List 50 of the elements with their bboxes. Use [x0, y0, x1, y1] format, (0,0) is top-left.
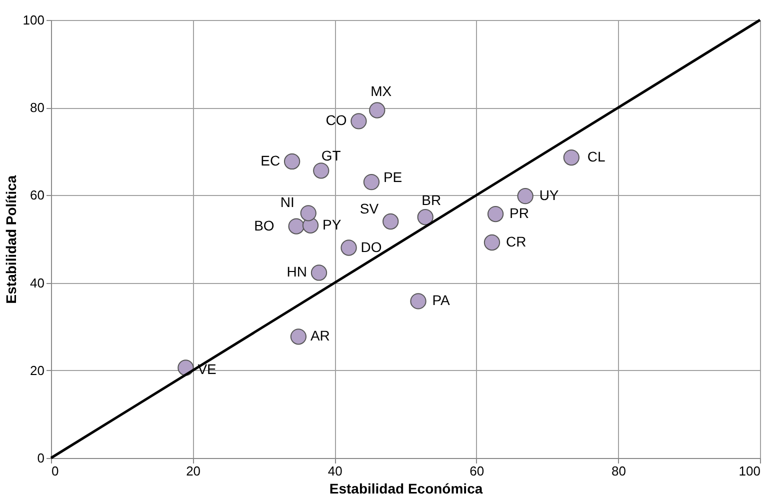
y-tick-label: 40: [30, 275, 44, 290]
y-tick-label: 80: [30, 100, 44, 116]
point: [284, 153, 300, 170]
point: [369, 102, 386, 118]
point: [340, 240, 357, 256]
point: [563, 149, 580, 166]
point: [350, 113, 367, 130]
annotation: CR: [506, 234, 526, 250]
y-tick-label: 0: [37, 450, 44, 466]
point: [313, 162, 330, 179]
annotation: GT: [321, 148, 342, 164]
annotation: CL: [587, 148, 606, 165]
point: [484, 234, 500, 251]
point: [382, 213, 399, 230]
annotation: MX: [370, 83, 392, 100]
point: [363, 174, 380, 190]
point: [288, 218, 304, 234]
x-axis-title: Estabilidad Económica: [329, 480, 483, 496]
annotation: PA: [432, 292, 451, 308]
y-axis-title: Estabilidad Política: [2, 175, 19, 304]
y-tick-label: 60: [30, 188, 44, 203]
annotation: AR: [310, 328, 330, 344]
annotation: BO: [254, 217, 274, 234]
annotation: NI: [280, 194, 294, 210]
annotation: SV: [360, 200, 380, 216]
annotation: HN: [286, 264, 307, 280]
point: [417, 209, 434, 226]
annotation: PY: [322, 216, 342, 232]
point: [517, 188, 534, 204]
annotation: DO: [360, 238, 382, 255]
x-tick-label: 0: [52, 464, 59, 478]
x-tick-label: 80: [611, 464, 626, 478]
y-tick-label: 100: [22, 12, 44, 28]
annotation: EC: [260, 152, 280, 168]
annotation: PE: [383, 169, 402, 186]
annotation: VE: [198, 360, 216, 377]
point: [487, 206, 504, 222]
point: [310, 264, 328, 281]
x-tick-label: 40: [328, 464, 342, 478]
y-tick-label: 20: [30, 362, 44, 378]
point: [290, 328, 307, 345]
annotation: CO: [326, 112, 347, 128]
point: [300, 205, 316, 222]
annotation: BR: [422, 192, 442, 208]
annotation: PR: [510, 205, 529, 222]
x-tick-label: 100: [738, 464, 760, 478]
x-tick-label: 60: [470, 464, 484, 478]
x-tick-label: 20: [186, 464, 201, 478]
annotation: UY: [539, 187, 560, 204]
point: [410, 293, 426, 310]
